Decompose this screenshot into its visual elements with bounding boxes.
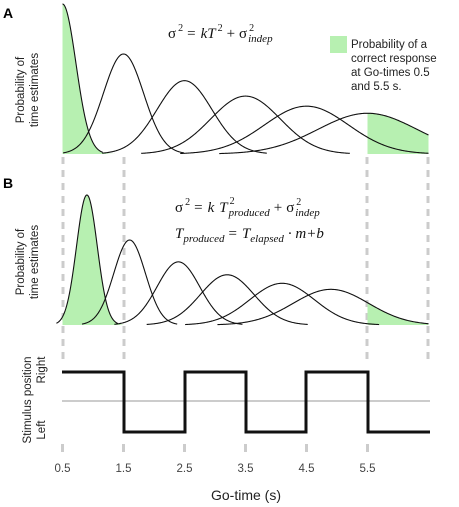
- legend-text: Probability of a correct response at Go-…: [351, 39, 437, 93]
- x-tick-label-3: 2.5: [177, 463, 193, 475]
- svg-text:at Go-times 0.5: at Go-times 0.5: [351, 67, 430, 79]
- panel-a-curve-2: [63, 53, 184, 154]
- panel-a-fill-1: [62, 4, 124, 154]
- panel-a-letter: A: [3, 5, 13, 21]
- panel-b-ylabel-line1: Probability of: [15, 228, 27, 295]
- panel-b-ylabel-line2: time estimates: [29, 225, 41, 299]
- panel-a-plot: [62, 3, 429, 155]
- panel-b-ylabel: Probability of time estimates: [15, 225, 41, 299]
- panel-a-equation: σ 2 = kT 2 + σ 2 indep: [168, 23, 273, 45]
- panel-b-curve-3: [114, 261, 243, 325]
- dashed-connectors: [61, 157, 430, 362]
- x-tick-label-5: 4.5: [299, 463, 315, 475]
- panel-b-curve-4: [146, 274, 308, 325]
- legend-swatch: [330, 36, 347, 53]
- stimulus-trace: [62, 370, 430, 434]
- x-axis-ticks: 0.5 1.5 2.5 3.5 4.5 5.5: [55, 444, 376, 475]
- panel-a-ylabel-line1: Probability of: [15, 56, 27, 123]
- panel-b-curve-6: [217, 288, 429, 326]
- panel-a-curve-4: [141, 95, 350, 154]
- panel-c-ylabel: Stimulus position: [22, 357, 34, 444]
- panel-a-fill-2: [367, 113, 429, 154]
- panel-c-ylabel-group: Stimulus position Right Left: [22, 356, 48, 444]
- panel-c-left-label: Left: [36, 420, 48, 440]
- panel-a-curve-5: [180, 105, 429, 155]
- panel-a-ylabel-line2: time estimates: [29, 53, 41, 127]
- svg-text:correct response: correct response: [351, 53, 437, 65]
- x-tick-label-1: 0.5: [55, 463, 71, 475]
- panel-b-equation-1: σ 2 = k T 2 produced + σ 2 indep: [175, 196, 320, 219]
- panel-a-ylabel: Probability of time estimates: [15, 53, 41, 127]
- panel-b-curve-1: [56, 194, 119, 325]
- panel-c-right-label: Right: [36, 356, 48, 384]
- panel-a-curve-1: [62, 3, 103, 153]
- x-axis-label: Go-time (s): [211, 487, 281, 503]
- panel-b-equation-2: Tproduced = Telapsed · m+b: [175, 226, 324, 245]
- panel-b-plot: [56, 194, 429, 326]
- x-tick-label-4: 3.5: [238, 463, 254, 475]
- panel-a-curve-3: [102, 80, 267, 154]
- panel-b-fill-2: [367, 302, 429, 325]
- svg-text:and 5.5 s.: and 5.5 s.: [351, 81, 402, 93]
- svg-text:Probability of a: Probability of a: [351, 39, 428, 51]
- x-tick-label-6: 5.5: [360, 463, 376, 475]
- x-tick-label-2: 1.5: [116, 463, 132, 475]
- panel-b-fill-1: [62, 195, 124, 325]
- panel-a-curve-6: [219, 112, 429, 155]
- panel-b-curve-5: [185, 282, 380, 326]
- panel-b-letter: B: [3, 175, 13, 191]
- panel-b-curve-2: [81, 239, 178, 325]
